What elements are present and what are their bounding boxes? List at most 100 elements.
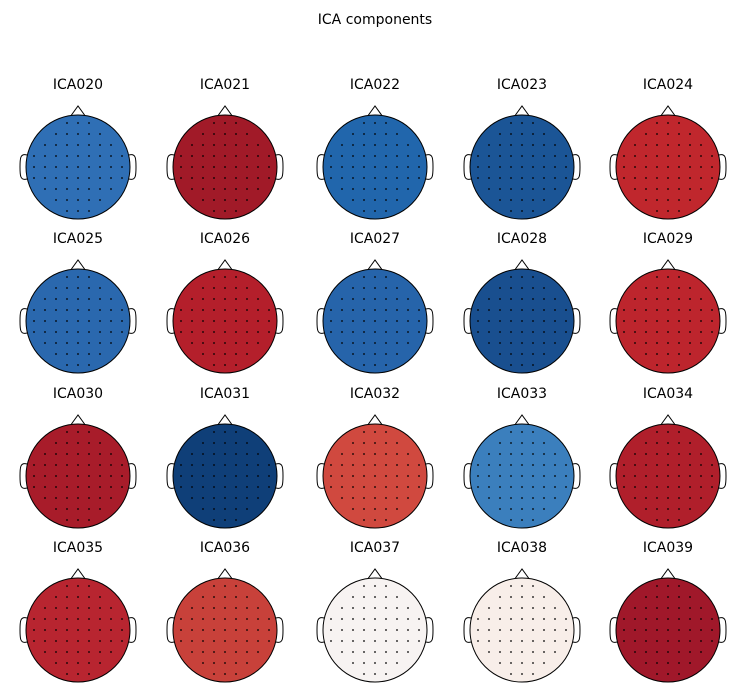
sensor	[385, 133, 387, 135]
component-title: ICA035	[53, 540, 103, 556]
sensor	[202, 629, 204, 631]
sensor	[385, 651, 387, 653]
sensor	[44, 298, 46, 300]
sensor	[66, 464, 68, 466]
sensor	[623, 464, 625, 466]
sensor	[374, 431, 376, 433]
sensor	[477, 320, 479, 322]
sensor	[363, 144, 365, 146]
sensor	[363, 596, 365, 598]
sensor	[678, 287, 680, 289]
sensor	[121, 331, 123, 333]
sensor	[257, 475, 259, 477]
sensor	[543, 309, 545, 311]
topomap	[463, 414, 581, 529]
sensor	[521, 177, 523, 179]
sensor	[532, 662, 534, 664]
sensor	[634, 309, 636, 311]
sensor	[532, 353, 534, 355]
sensor	[99, 607, 101, 609]
component-title: ICA032	[350, 386, 400, 402]
sensor	[66, 144, 68, 146]
sensor	[488, 475, 490, 477]
sensor	[634, 320, 636, 322]
sensor	[667, 442, 669, 444]
sensor	[645, 640, 647, 642]
sensor	[213, 607, 215, 609]
nose	[69, 568, 87, 581]
sensor	[246, 342, 248, 344]
sensor	[363, 464, 365, 466]
sensor	[180, 629, 182, 631]
sensor	[99, 177, 101, 179]
sensor	[213, 342, 215, 344]
sensor	[121, 166, 123, 168]
sensor	[700, 629, 702, 631]
sensor	[700, 640, 702, 642]
sensor	[656, 596, 658, 598]
sensor	[543, 342, 545, 344]
sensor	[407, 453, 409, 455]
sensor	[374, 276, 376, 278]
sensor	[396, 188, 398, 190]
sensor	[352, 353, 354, 355]
sensor	[213, 596, 215, 598]
sensor	[341, 188, 343, 190]
sensor	[341, 342, 343, 344]
sensor	[623, 331, 625, 333]
sensor	[44, 320, 46, 322]
sensor	[488, 486, 490, 488]
sensor	[532, 585, 534, 587]
sensor	[44, 188, 46, 190]
sensor	[235, 651, 237, 653]
component-title: ICA020	[53, 77, 103, 93]
sensor	[689, 133, 691, 135]
sensor	[268, 309, 270, 311]
sensor	[510, 177, 512, 179]
sensor	[99, 353, 101, 355]
sensor	[656, 673, 658, 675]
sensor	[634, 475, 636, 477]
sensor	[246, 166, 248, 168]
sensor	[363, 188, 365, 190]
sensor	[678, 431, 680, 433]
sensor	[363, 177, 365, 179]
sensor	[180, 640, 182, 642]
sensor	[213, 453, 215, 455]
sensor	[645, 331, 647, 333]
sensor	[407, 464, 409, 466]
sensor	[374, 475, 376, 477]
sensor	[407, 607, 409, 609]
sensor	[418, 618, 420, 620]
sensor	[656, 309, 658, 311]
sensor	[88, 585, 90, 587]
sensor	[374, 188, 376, 190]
sensor	[121, 177, 123, 179]
sensor	[499, 188, 501, 190]
sensor	[645, 320, 647, 322]
sensor	[678, 155, 680, 157]
sensor	[689, 155, 691, 157]
sensor	[66, 364, 68, 366]
topomap	[609, 105, 727, 220]
sensor	[213, 353, 215, 355]
sensor	[180, 486, 182, 488]
sensor	[510, 508, 512, 510]
sensor	[532, 188, 534, 190]
sensor	[510, 199, 512, 201]
sensor	[77, 442, 79, 444]
sensor	[363, 353, 365, 355]
topomap	[609, 259, 727, 374]
sensor	[44, 144, 46, 146]
sensor	[554, 453, 556, 455]
sensor	[121, 309, 123, 311]
sensor	[510, 210, 512, 212]
sensor	[55, 287, 57, 289]
sensor	[352, 640, 354, 642]
sensor	[77, 640, 79, 642]
sensor	[510, 342, 512, 344]
sensor	[44, 331, 46, 333]
sensor	[44, 497, 46, 499]
sensor	[656, 442, 658, 444]
sensor	[689, 508, 691, 510]
